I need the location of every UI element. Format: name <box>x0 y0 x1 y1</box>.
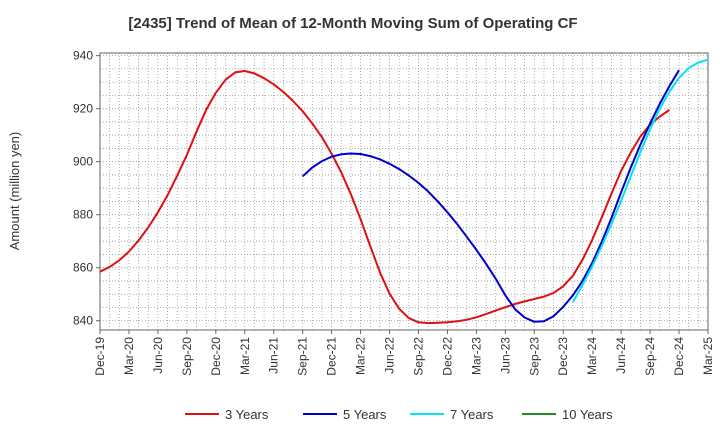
y-axis-ticks: 840 860 880 900 920 940 <box>73 49 100 328</box>
x-tick-label: Mar-23 <box>469 337 483 375</box>
y-axis-label: Amount (million yen) <box>7 132 22 251</box>
chart-title: [2435] Trend of Mean of 12-Month Moving … <box>128 15 577 32</box>
y-tick-label: 940 <box>73 49 93 63</box>
x-tick-label: Jun-24 <box>614 337 628 374</box>
legend: 3 Years 5 Years 7 Years 10 Years <box>185 407 613 422</box>
grid <box>100 53 708 330</box>
legend-label-5-years: 5 Years <box>343 407 387 422</box>
series-line-5-years <box>302 69 680 323</box>
x-tick-label: Dec-23 <box>556 337 570 376</box>
x-tick-label: Mar-20 <box>122 337 136 375</box>
y-tick-label: 860 <box>73 261 93 275</box>
x-tick-label: Sep-22 <box>411 337 425 376</box>
y-tick-label: 920 <box>73 102 93 116</box>
x-tick-label: Mar-25 <box>701 337 715 375</box>
x-tick-label: Mar-24 <box>585 337 599 375</box>
series-line-7-years <box>572 58 709 303</box>
series-layer <box>99 58 709 325</box>
x-tick-label: Dec-19 <box>93 337 107 376</box>
x-tick-label: Sep-21 <box>296 337 310 376</box>
x-tick-label: Jun-22 <box>383 337 397 374</box>
x-tick-label: Dec-24 <box>672 337 686 376</box>
x-tick-label: Sep-24 <box>643 337 657 376</box>
x-tick-label: Dec-22 <box>440 337 454 376</box>
x-tick-label: Sep-20 <box>180 337 194 376</box>
legend-label-7-years: 7 Years <box>450 407 494 422</box>
x-tick-label: Jun-20 <box>151 337 165 374</box>
y-tick-label: 880 <box>73 208 93 222</box>
legend-label-3-years: 3 Years <box>225 407 269 422</box>
x-tick-label: Dec-21 <box>325 337 339 376</box>
y-tick-label: 900 <box>73 155 93 169</box>
plot-frame <box>99 52 709 331</box>
x-tick-label: Jun-21 <box>267 337 281 374</box>
x-tick-label: Jun-23 <box>498 337 512 374</box>
y-tick-label: 840 <box>73 314 93 328</box>
x-tick-label: Mar-22 <box>354 337 368 375</box>
x-tick-label: Mar-21 <box>238 337 252 375</box>
legend-label-10-years: 10 Years <box>562 407 613 422</box>
series-line-3-years <box>99 70 670 325</box>
x-axis-ticks: Dec-19 Mar-20 Jun-20 Sep-20 Dec-20 Mar-21 Jun-… <box>93 330 715 376</box>
x-tick-label: Sep-23 <box>527 337 541 376</box>
x-tick-label: Dec-20 <box>209 337 223 376</box>
